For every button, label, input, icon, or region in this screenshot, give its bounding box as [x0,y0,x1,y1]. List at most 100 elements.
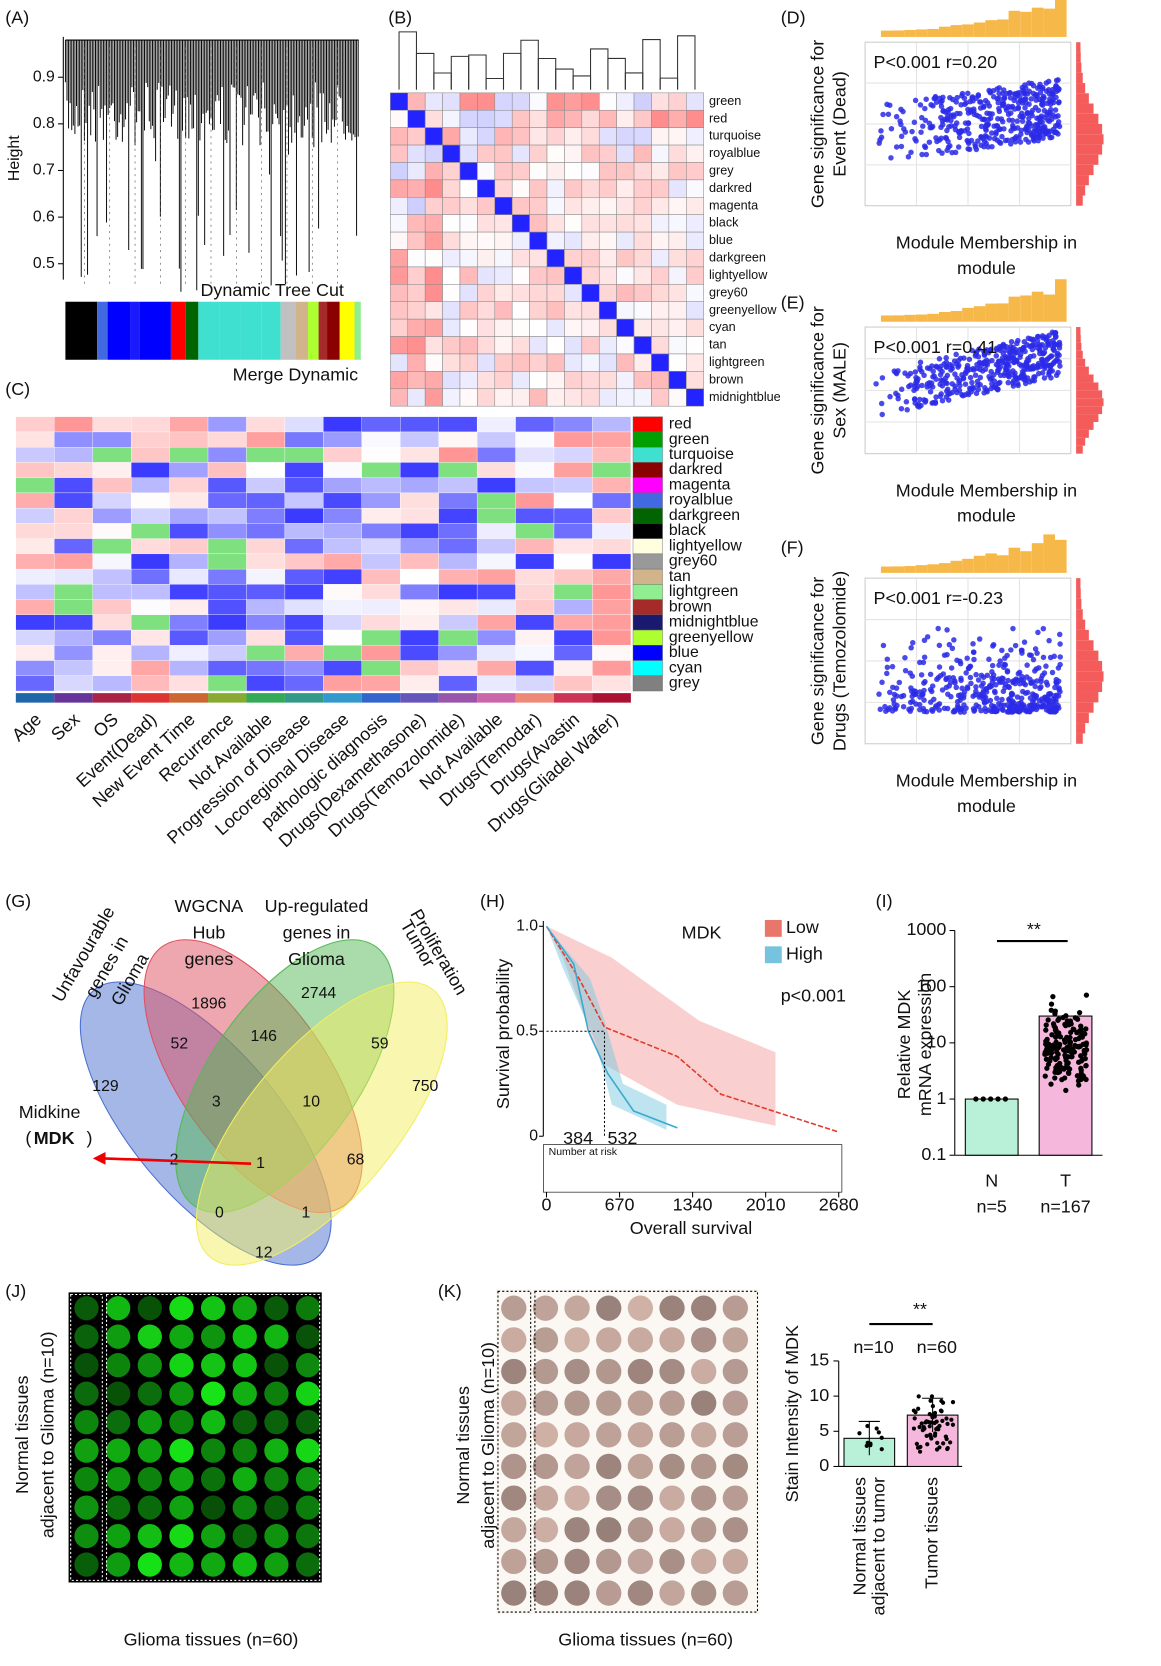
y-tick-label: 0 [529,1127,538,1144]
scatter-point [910,639,916,646]
histogram-bar [1076,421,1094,430]
scatter-point [1019,113,1025,120]
heatmap-cell [169,553,209,570]
data-point [925,1442,930,1447]
heatmap-cell [494,197,513,215]
scatter-point [973,671,979,678]
module-swatch [632,599,663,616]
data-point [1048,1001,1055,1007]
heatmap-cell [169,492,209,509]
tissue-core [564,1390,590,1416]
heatmap-cell [651,162,670,181]
tissue-core [564,1548,590,1575]
scatter-point [1024,662,1030,668]
heatmap-cell [424,127,443,146]
tissue-core [74,1438,99,1463]
heatmap-cell [15,431,55,448]
histogram-bar [1076,342,1082,351]
data-point [1076,1035,1082,1042]
scatter-point [978,707,984,714]
scatter-point [912,369,919,375]
scatter-point [1032,646,1039,652]
trait-swatch [438,693,478,703]
scatter-point [1056,99,1062,105]
heatmap-cell [92,447,132,463]
row-label: tan [669,568,691,585]
module-stripe [240,301,262,360]
scatter-point [908,149,914,156]
scatter-point [1021,639,1028,645]
scatter-point [1011,97,1017,104]
scatter-point [876,140,882,146]
heatmap-cell [476,492,516,509]
heatmap-cell [459,318,478,337]
data-point [1083,992,1090,998]
heatmap-cell [407,353,426,372]
tissue-core [532,1422,559,1448]
tissue-core [659,1422,685,1448]
data-point [1067,1020,1073,1026]
heatmap-cell [511,318,530,337]
scatter-point [938,114,944,121]
scatter-point [999,675,1005,681]
data-point [1082,1048,1089,1054]
heatmap-cell [442,231,461,250]
row-label: turquoise [709,129,761,143]
dendrogram [572,75,592,90]
scatter-point [1020,688,1026,695]
scatter-point [967,674,974,681]
heatmap-cell [323,431,362,448]
histogram-bar [1076,366,1089,375]
heatmap-cell [459,353,478,372]
scatter-point [986,103,993,109]
tissue-core [264,1381,289,1406]
tissue-core [264,1495,289,1520]
tissue-core [169,1552,194,1577]
row-label: black [709,216,739,230]
scatter-point [1037,685,1043,692]
heatmap-cell [424,197,443,215]
tissue-core [501,1390,527,1416]
scatter-point [1056,345,1063,351]
row-label: black [669,522,706,539]
histogram-bar [1076,619,1086,630]
heatmap-cell [438,629,478,646]
scatter-point [1019,673,1025,680]
y-axis-label: Event (Dead) [830,71,850,177]
x-tick-label: 1340 [673,1195,713,1215]
scatter-point [1002,655,1008,661]
heatmap-cell [390,284,409,302]
scatter-point [961,95,968,101]
row-label: grey60 [709,285,748,299]
heatmap-cell [592,416,632,433]
tissue-core [691,1453,717,1480]
tissue-core [232,1523,257,1549]
heatmap-cell [92,553,132,570]
scatter-point [879,375,886,381]
heatmap-cell [494,388,513,407]
heatmap-cell [686,144,704,163]
tissue-core [659,1295,685,1321]
scatter-point [937,371,944,378]
significance: ** [1027,919,1041,939]
heatmap-cell [651,179,670,198]
heatmap-cell [438,431,478,448]
histogram-bar [996,303,1009,322]
heatmap-cell [169,660,209,676]
histogram-bar [1076,650,1099,661]
data-point [938,1408,944,1413]
scatter-point [1046,372,1052,378]
heatmap-cell [400,508,439,524]
heatmap-cell [323,629,362,646]
data-point [945,1421,950,1427]
scatter-point [956,362,962,369]
scatter-point [995,705,1001,712]
heatmap-cell [246,416,286,433]
scatter-point [1004,669,1011,675]
statistic: P<0.001 r=0.41 [874,337,998,357]
scatter-point [991,371,997,378]
heatmap-cell [169,431,209,448]
scatter-point [936,137,943,143]
heatmap-cell [390,127,409,146]
scatter-point [975,92,982,98]
